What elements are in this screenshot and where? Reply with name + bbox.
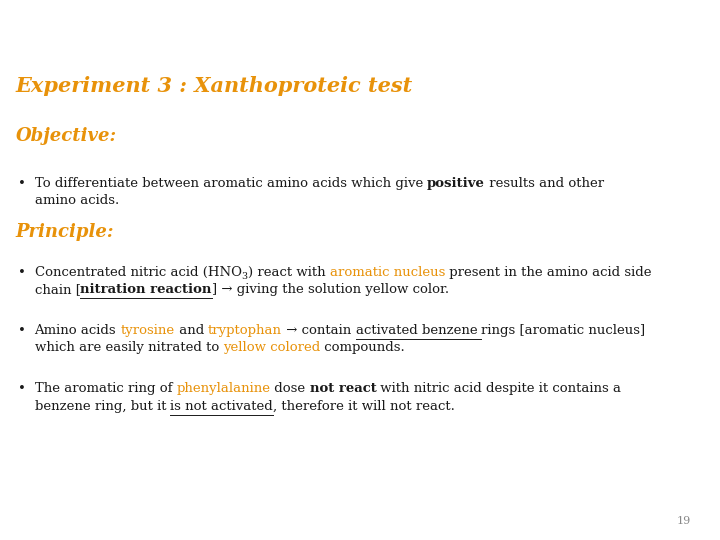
- Text: aromatic nucleus: aromatic nucleus: [330, 266, 445, 279]
- Text: Principle:: Principle:: [16, 223, 114, 241]
- Text: , therefore it will not react.: , therefore it will not react.: [273, 400, 455, 413]
- Text: is not activated: is not activated: [171, 400, 273, 413]
- Text: •: •: [18, 382, 26, 395]
- Text: → contain: → contain: [282, 324, 356, 337]
- Text: tryptophan: tryptophan: [208, 324, 282, 337]
- Text: results and other: results and other: [485, 177, 604, 190]
- Text: with nitric acid despite it contains a: with nitric acid despite it contains a: [377, 382, 621, 395]
- Text: ] → giving the solution yellow color.: ] → giving the solution yellow color.: [212, 283, 449, 296]
- Text: Experiment 3 : Xanthoproteic test: Experiment 3 : Xanthoproteic test: [16, 76, 413, 97]
- Text: yellow colored: yellow colored: [223, 341, 320, 354]
- Text: phenylalanine: phenylalanine: [176, 382, 270, 395]
- Text: nitration reaction: nitration reaction: [81, 283, 212, 296]
- Text: Concentrated nitric acid (HNO: Concentrated nitric acid (HNO: [35, 266, 242, 279]
- Text: activated benzene: activated benzene: [356, 324, 482, 337]
- Text: Amino acids: Amino acids: [35, 324, 120, 337]
- Text: not react: not react: [310, 382, 377, 395]
- Text: •: •: [18, 324, 26, 337]
- Text: positive: positive: [427, 177, 485, 190]
- Text: amino acids.: amino acids.: [35, 194, 119, 207]
- Text: To differentiate between aromatic amino acids which give: To differentiate between aromatic amino …: [35, 177, 427, 190]
- Text: which are easily nitrated to: which are easily nitrated to: [35, 341, 223, 354]
- Text: dose: dose: [270, 382, 310, 395]
- Text: The aromatic ring of: The aromatic ring of: [35, 382, 176, 395]
- Text: benzene ring, but it: benzene ring, but it: [35, 400, 171, 413]
- Text: 3: 3: [241, 272, 248, 281]
- Text: tyrosine: tyrosine: [120, 324, 174, 337]
- Text: compounds.: compounds.: [320, 341, 405, 354]
- Text: rings [aromatic nucleus]: rings [aromatic nucleus]: [482, 324, 646, 337]
- Text: Objective:: Objective:: [16, 127, 117, 145]
- Text: and: and: [174, 324, 208, 337]
- Text: •: •: [18, 177, 26, 190]
- Text: chain [: chain [: [35, 283, 81, 296]
- Text: •: •: [18, 266, 26, 279]
- Text: 19: 19: [677, 516, 691, 526]
- Text: ) react with: ) react with: [248, 266, 330, 279]
- Text: present in the amino acid side: present in the amino acid side: [445, 266, 652, 279]
